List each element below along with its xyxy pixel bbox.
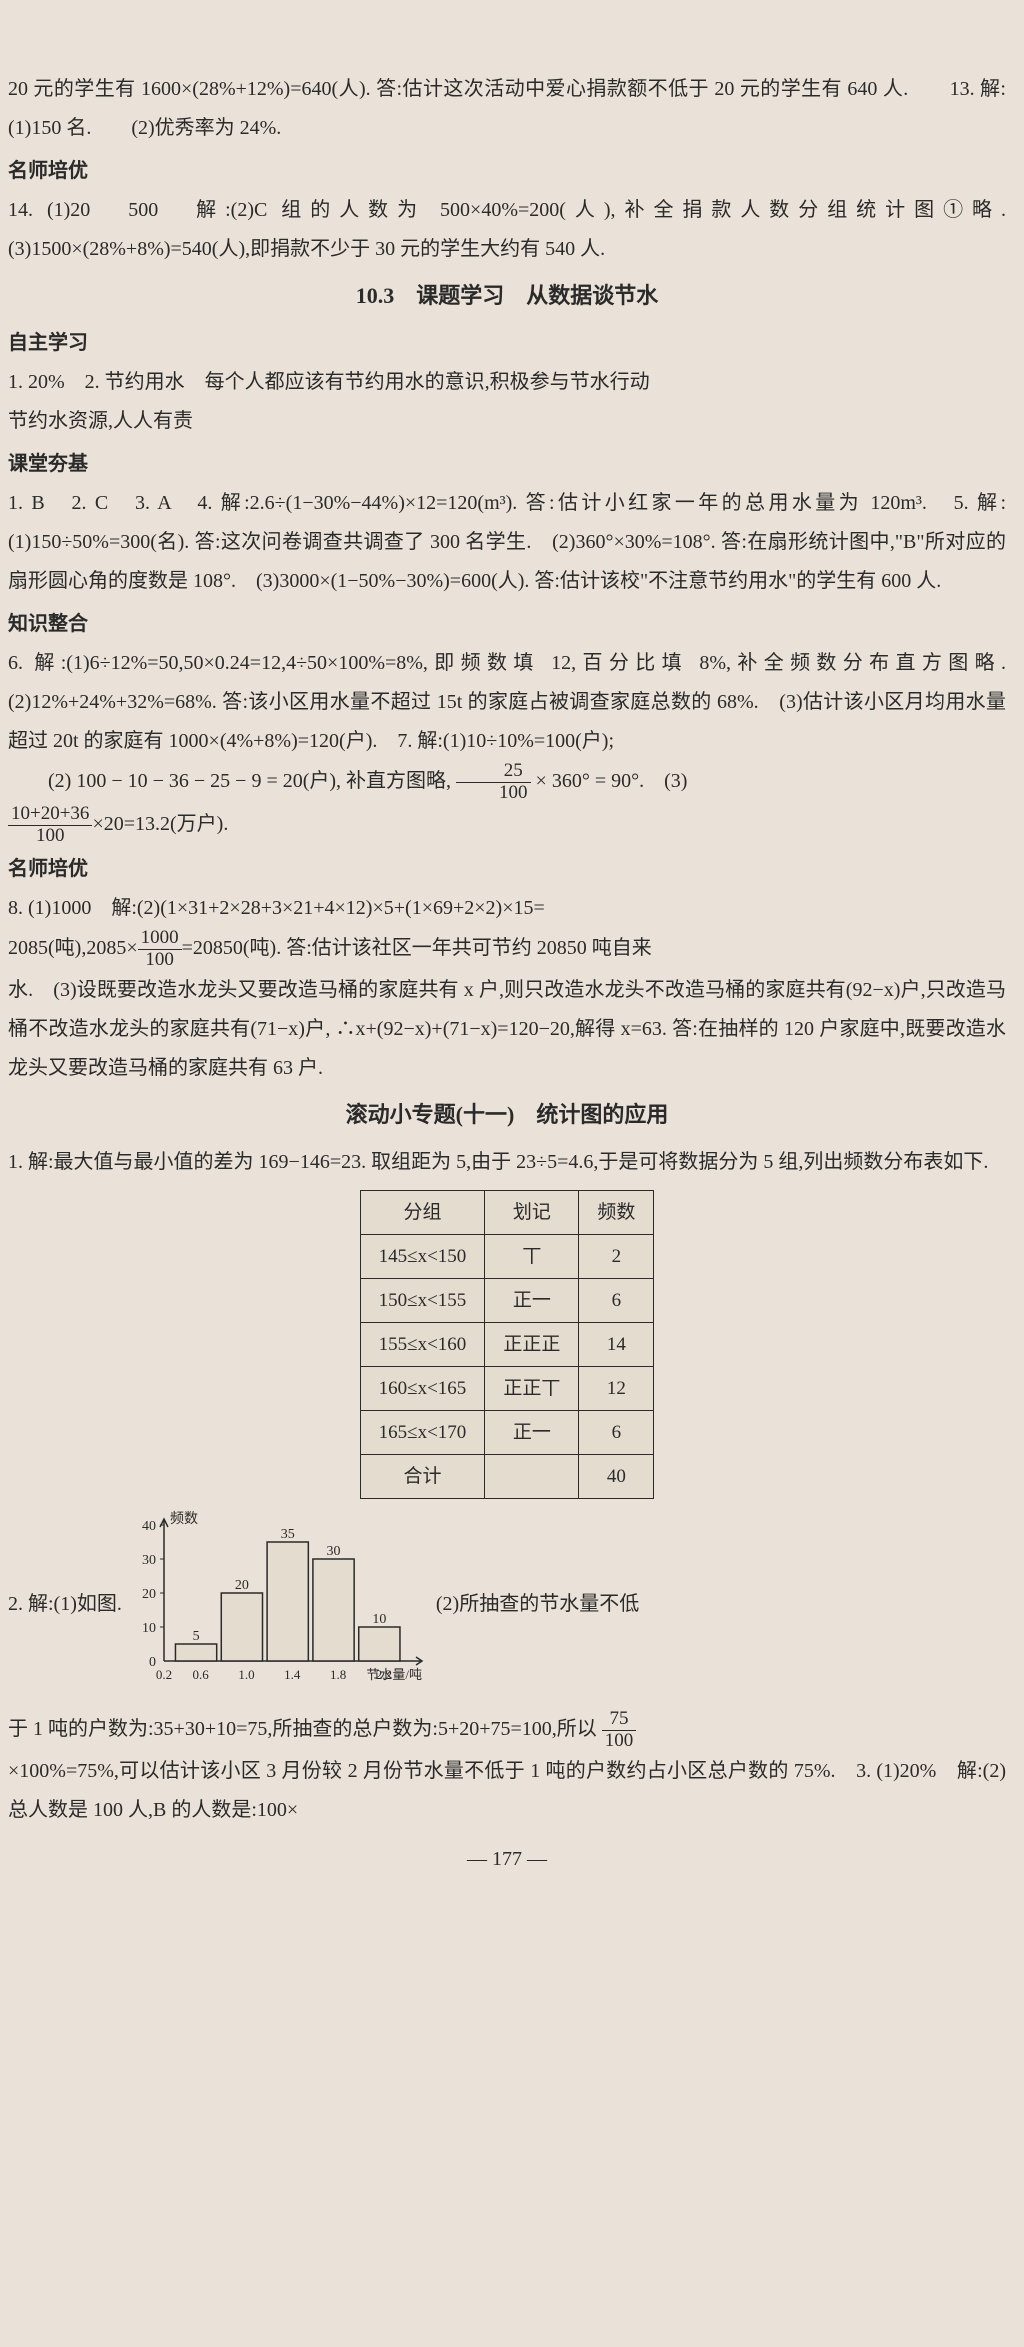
text: 2085(吨),2085×	[8, 937, 138, 959]
svg-text:0.2: 0.2	[156, 1667, 172, 1682]
fraction: 10+20+36100	[8, 804, 92, 847]
paragraph: 水. (3)设既要改造水龙头又要改造马桶的家庭共有 x 户,则只改造水龙头不改造…	[8, 971, 1006, 1088]
svg-text:5: 5	[192, 1629, 199, 1644]
table-cell: 正一	[485, 1279, 579, 1323]
table-row: 150≤x<155正一6	[360, 1279, 654, 1323]
svg-text:10: 10	[142, 1621, 156, 1636]
paragraph: 8. (1)1000 解:(2)(1×31+2×28+3×21+4×12)×5+…	[8, 889, 1006, 928]
svg-text:40: 40	[142, 1519, 156, 1534]
table-cell: 160≤x<165	[360, 1367, 485, 1411]
heading-zszh: 知识整合	[8, 605, 1006, 644]
numerator: 1000	[138, 928, 182, 950]
table-row: 160≤x<165正正丅12	[360, 1367, 654, 1411]
text: 于 1 吨的户数为:35+30+10=75,所抽查的总户数为:5+20+75=1…	[8, 1718, 602, 1740]
table-cell: 正正丅	[485, 1367, 579, 1411]
frequency-table: 分组 划记 频数 145≤x<150丅2150≤x<155正一6155≤x<16…	[360, 1190, 655, 1499]
paragraph: 于 1 吨的户数为:35+30+10=75,所抽查的总户数为:5+20+75=1…	[8, 1709, 1006, 1752]
table-header: 分组	[360, 1191, 485, 1235]
table-body: 145≤x<150丅2150≤x<155正一6155≤x<160正正正14160…	[360, 1235, 654, 1499]
heading-zzxx: 自主学习	[8, 324, 1006, 363]
table-cell: 155≤x<160	[360, 1323, 485, 1367]
text: ×20=13.2(万户).	[92, 813, 228, 835]
table-cell: 丅	[485, 1235, 579, 1279]
denominator: 100	[602, 1731, 637, 1752]
denominator: 100	[138, 950, 182, 971]
table-row: 145≤x<150丅2	[360, 1235, 654, 1279]
denominator: 100	[456, 783, 531, 804]
paragraph: 6. 解:(1)6÷12%=50,50×0.24=12,4÷50×100%=8%…	[8, 644, 1006, 761]
svg-text:频数: 频数	[170, 1511, 198, 1527]
chart-lead-text: 2. 解:(1)如图.	[8, 1585, 126, 1624]
table-cell: 6	[579, 1279, 654, 1323]
fraction: 75100	[602, 1709, 637, 1752]
page-number: — 177 —	[8, 1840, 1006, 1879]
svg-text:10: 10	[372, 1612, 386, 1627]
denominator: 100	[8, 826, 92, 847]
fraction: 1000100	[138, 928, 182, 971]
table-cell: 正正正	[485, 1323, 579, 1367]
svg-text:1.8: 1.8	[330, 1667, 346, 1682]
svg-text:20: 20	[142, 1587, 156, 1602]
paragraph: 20 元的学生有 1600×(28%+12%)=640(人). 答:估计这次活动…	[8, 70, 1006, 148]
text: (2) 100 − 10 − 36 − 25 − 9 = 20(户), 补直方图…	[48, 770, 456, 792]
svg-text:0.6: 0.6	[192, 1667, 209, 1682]
chart-trail-text: (2)所抽查的节水量不低	[426, 1585, 1006, 1624]
numerator: 25	[456, 761, 531, 783]
text: × 360° = 90°. (3)	[531, 770, 688, 792]
table-cell: 150≤x<155	[360, 1279, 485, 1323]
table-cell: 165≤x<170	[360, 1411, 485, 1455]
heading-mspy-2: 名师培优	[8, 850, 1006, 889]
table-row: 165≤x<170正一6	[360, 1411, 654, 1455]
svg-text:节水量/吨: 节水量/吨	[366, 1667, 422, 1682]
table-cell	[485, 1455, 579, 1499]
bar-chart: 010203040频数5203530100.20.61.01.41.82.2节水…	[126, 1507, 426, 1701]
table-cell: 14	[579, 1323, 654, 1367]
paragraph: 1. 解:最大值与最小值的差为 169−146=23. 取组距为 5,由于 23…	[8, 1143, 1006, 1182]
paragraph: 1. B 2. C 3. A 4. 解:2.6÷(1−30%−44%)×12=1…	[8, 484, 1006, 601]
table-row: 155≤x<160正正正14	[360, 1323, 654, 1367]
table-header: 划记	[485, 1191, 579, 1235]
paragraph: 1. 20% 2. 节约用水 每个人都应该有节约用水的意识,积极参与节水行动	[8, 363, 1006, 402]
table-cell: 12	[579, 1367, 654, 1411]
table-row: 合计 40	[360, 1455, 654, 1499]
table-header: 频数	[579, 1191, 654, 1235]
numerator: 75	[602, 1709, 637, 1731]
heading-gdxzt: 滚动小专题(十一) 统计图的应用	[8, 1094, 1006, 1137]
fraction: 25100	[456, 761, 531, 804]
text: =20850(吨). 答:估计该社区一年共可节约 20850 吨自来	[182, 937, 652, 959]
heading-ktkj: 课堂夯基	[8, 445, 1006, 484]
table-header-row: 分组 划记 频数	[360, 1191, 654, 1235]
svg-text:20: 20	[235, 1578, 249, 1593]
table-cell: 正一	[485, 1411, 579, 1455]
table-cell: 145≤x<150	[360, 1235, 485, 1279]
paragraph: 14. (1)20 500 解:(2)C 组的人数为 500×40%=200(人…	[8, 191, 1006, 269]
svg-text:1.4: 1.4	[284, 1667, 301, 1682]
table-cell: 合计	[360, 1455, 485, 1499]
svg-text:30: 30	[142, 1553, 156, 1568]
heading-10-3: 10.3 课题学习 从数据谈节水	[8, 275, 1006, 318]
paragraph: 2085(吨),2085×1000100=20850(吨). 答:估计该社区一年…	[8, 928, 1006, 971]
chart-row: 2. 解:(1)如图. 010203040频数5203530100.20.61.…	[8, 1507, 1006, 1701]
svg-text:30: 30	[326, 1544, 340, 1559]
table-cell: 6	[579, 1411, 654, 1455]
bar-chart-svg: 010203040频数5203530100.20.61.01.41.82.2节水…	[126, 1507, 426, 1687]
paragraph: 节约水资源,人人有责	[8, 402, 1006, 441]
table-cell: 40	[579, 1455, 654, 1499]
paragraph: ×100%=75%,可以估计该小区 3 月份较 2 月份节水量不低于 1 吨的户…	[8, 1752, 1006, 1830]
numerator: 10+20+36	[8, 804, 92, 826]
table-cell: 2	[579, 1235, 654, 1279]
heading-mspy-1: 名师培优	[8, 152, 1006, 191]
paragraph: 10+20+36100×20=13.2(万户).	[8, 804, 1006, 847]
paragraph: (2) 100 − 10 − 36 − 25 − 9 = 20(户), 补直方图…	[8, 761, 1006, 804]
svg-text:1.0: 1.0	[238, 1667, 254, 1682]
svg-text:35: 35	[281, 1527, 295, 1542]
